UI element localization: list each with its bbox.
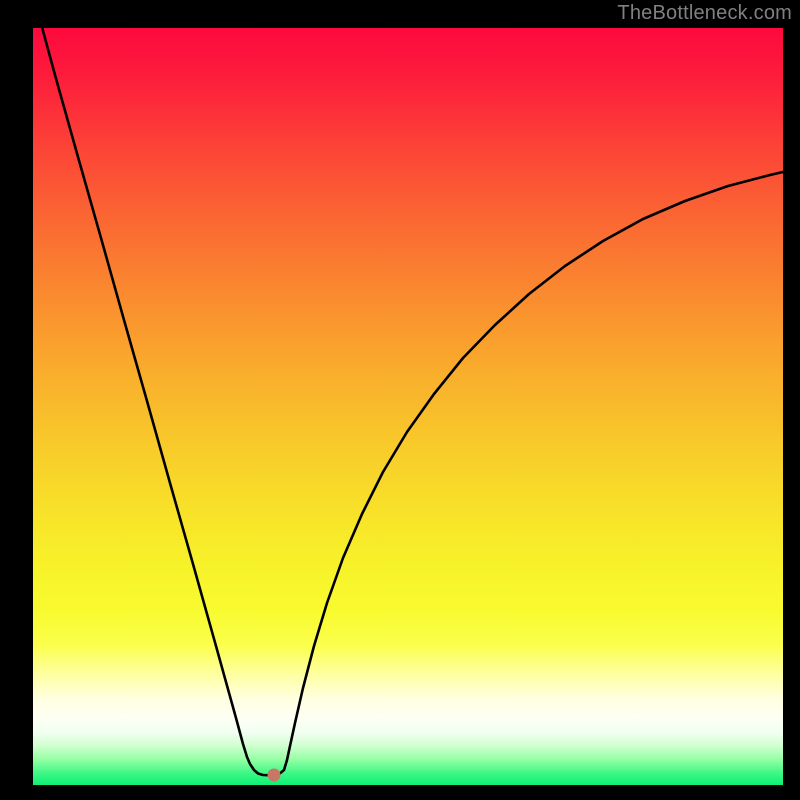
frame-left [0, 0, 33, 800]
chart-curve-layer [0, 0, 800, 800]
optimum-marker [267, 769, 280, 782]
frame-right [783, 0, 800, 800]
frame-bottom [0, 785, 800, 800]
bottleneck-curve [33, 0, 800, 775]
watermark-text: TheBottleneck.com [617, 2, 792, 25]
